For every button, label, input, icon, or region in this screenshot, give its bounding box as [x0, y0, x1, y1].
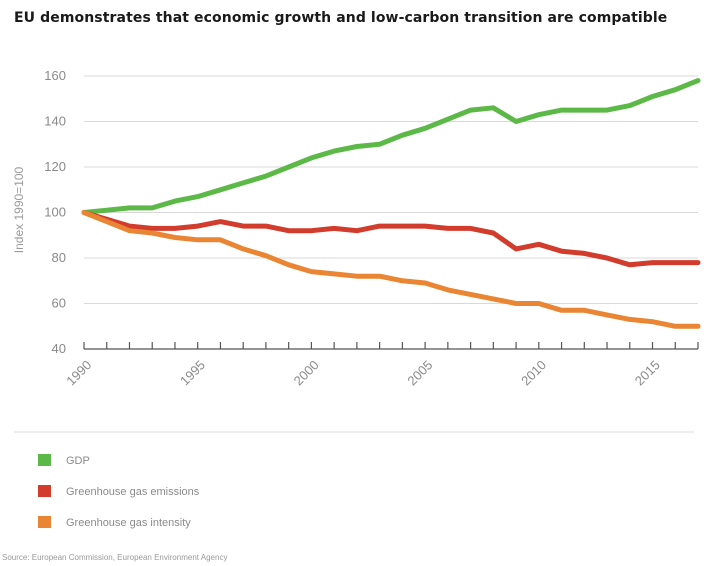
y-tick-label-100: 100	[44, 205, 66, 220]
series-line-1	[81, 210, 701, 268]
grid-layer	[84, 75, 698, 304]
legend-swatch-2	[38, 516, 51, 528]
legend-label-1: Greenhouse gas emissions	[66, 486, 200, 498]
x-tick-label-2015: 2015	[632, 357, 663, 388]
y-tick-label-120: 120	[44, 159, 66, 174]
y-tick-label-80: 80	[52, 250, 66, 265]
series-line-0	[81, 78, 701, 215]
legend-label-2: Greenhouse gas intensity	[66, 517, 191, 529]
legend-swatch-0	[38, 454, 51, 466]
y-tick-label-60: 60	[52, 296, 66, 311]
chart-title: EU demonstrates that economic growth and…	[14, 10, 668, 26]
x-tick-label-1990: 1990	[63, 357, 94, 388]
x-tick-label-2010: 2010	[518, 357, 549, 388]
x-axis	[83, 342, 699, 350]
y-axis-label: Index 1990=100	[12, 166, 26, 253]
y-tick-label-160: 160	[44, 68, 66, 83]
legend: GDP Greenhouse gas emissions Greenhouse ga…	[14, 431, 694, 529]
series-line-2	[81, 210, 701, 329]
legend-label-0: GDP	[66, 455, 90, 467]
source-note: Source: European Commission, European En…	[2, 553, 228, 562]
y-axis-tick-labels: 40 60 80 100 120 140 160	[44, 68, 66, 356]
series-lines	[81, 78, 701, 329]
x-tick-label-1995: 1995	[177, 357, 208, 388]
y-tick-label-140: 140	[44, 114, 66, 129]
y-tick-label-40: 40	[52, 341, 66, 356]
x-tick-label-2000: 2000	[291, 357, 322, 388]
x-tick-label-2005: 2005	[404, 357, 435, 388]
legend-swatch-1	[38, 485, 51, 497]
x-axis-tick-labels: 1990 1995 2000 2005 2010 2015	[63, 357, 663, 388]
